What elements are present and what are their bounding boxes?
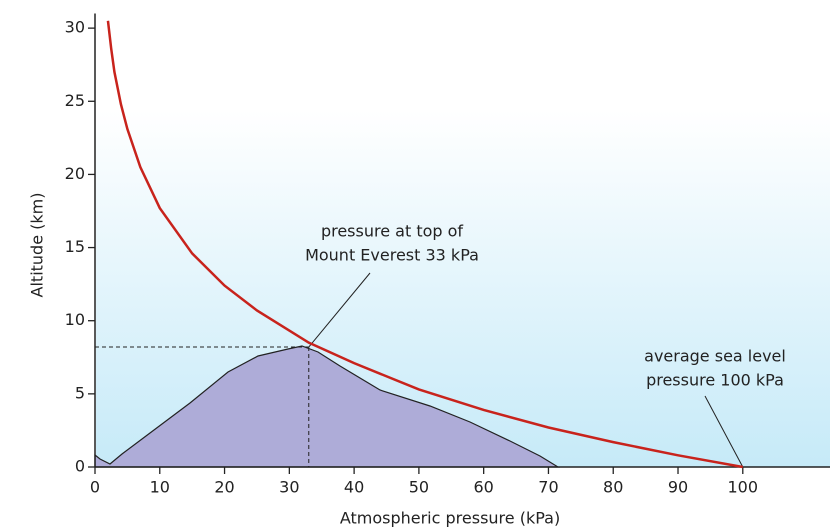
y-tick-label: 30 bbox=[65, 18, 85, 37]
y-tick-label: 0 bbox=[75, 457, 85, 476]
x-tick-label: 0 bbox=[90, 478, 100, 497]
y-axis-title: Altitude (km) bbox=[28, 193, 47, 298]
chart: Atmospheric pressure (kPa) Altitude (km)… bbox=[0, 0, 830, 531]
x-tick-label: 30 bbox=[279, 478, 299, 497]
x-tick-label: 50 bbox=[409, 478, 429, 497]
x-tick-label: 10 bbox=[150, 478, 170, 497]
y-tick-label: 25 bbox=[65, 91, 85, 110]
x-tick-label: 60 bbox=[473, 478, 493, 497]
x-tick-label: 90 bbox=[668, 478, 688, 497]
annotation-text: Mount Everest 33 kPa bbox=[305, 246, 479, 265]
y-tick-label: 5 bbox=[75, 383, 85, 402]
y-tick-label: 10 bbox=[65, 310, 85, 329]
x-axis-title: Atmospheric pressure (kPa) bbox=[340, 509, 560, 528]
annotation-text: average sea level bbox=[644, 347, 786, 366]
y-tick-label: 15 bbox=[65, 237, 85, 256]
annotation-text: pressure 100 kPa bbox=[646, 371, 784, 390]
x-tick-label: 80 bbox=[603, 478, 623, 497]
y-tick-label: 20 bbox=[65, 164, 85, 183]
x-tick-label: 20 bbox=[214, 478, 234, 497]
x-tick-label: 40 bbox=[344, 478, 364, 497]
x-tick-label: 100 bbox=[728, 478, 759, 497]
annotation-text: pressure at top of bbox=[321, 222, 463, 241]
x-tick-label: 70 bbox=[538, 478, 558, 497]
